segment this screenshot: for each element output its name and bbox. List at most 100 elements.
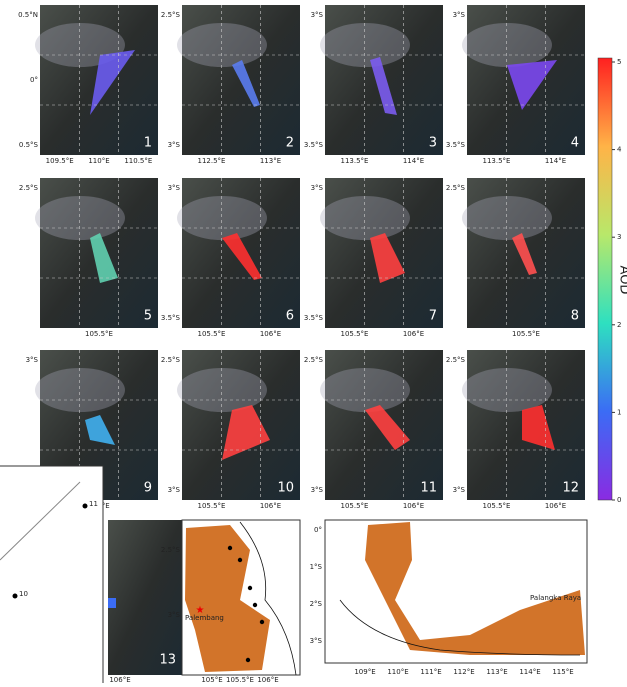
y-tick-label: 2.5°S: [304, 356, 324, 364]
panel-number: 1: [144, 136, 152, 151]
city-label: Palembang: [185, 614, 224, 622]
point-label: 11: [89, 500, 98, 508]
y-tick-label: 3°S: [311, 11, 324, 19]
x-tick-label: 110°E: [387, 668, 408, 676]
colorbar-tick-label: 1: [617, 408, 621, 416]
page: 1 109.5°E 110°E 110.5°E 0.5°N 0° 0.5°S 2 112.5°E…: [0, 0, 627, 683]
y-tick-label: 2.5°S: [446, 356, 466, 364]
smoke: [320, 368, 410, 412]
colorbar-title: AOD: [617, 266, 627, 295]
y-tick-label: 3°S: [168, 184, 181, 192]
panel-number: 6: [286, 309, 294, 324]
figure: 1 109.5°E 110°E 110.5°E 0.5°N 0° 0.5°S 2 112.5°E…: [0, 0, 627, 683]
x-tick-label: 112.5°E: [198, 157, 226, 165]
y-tick-label: 3.5°S: [304, 314, 324, 322]
y-tick-label: 3°S: [26, 356, 39, 364]
y-tick-label: 3°S: [453, 486, 466, 494]
x-tick-label: 105.5°E: [198, 330, 226, 338]
y-tick-label: 3.5°S: [161, 314, 181, 322]
panel-number: 4: [571, 136, 579, 151]
y-tick-label: 3.5°S: [446, 141, 466, 149]
y-tick-label: 2.5°S: [19, 184, 39, 192]
x-tick-label: 113°E: [260, 157, 281, 165]
x-tick-label: 114°E: [545, 157, 566, 165]
y-tick-label: 3°S: [310, 637, 323, 645]
x-tick-label: 110.5°E: [124, 157, 152, 165]
x-tick-label: 114°E: [519, 668, 540, 676]
y-tick-label: 2.5°S: [446, 184, 466, 192]
panel-number: 7: [429, 309, 437, 324]
x-tick-label: 105.5°E: [341, 502, 369, 510]
colorbar-tick-label: 2: [617, 321, 621, 329]
smoke: [320, 196, 410, 240]
scatter-point: [13, 594, 18, 599]
panel-number: 9: [144, 481, 152, 496]
y-tick-label: 0.5°N: [18, 11, 38, 19]
y-tick-label: 3°S: [453, 11, 466, 19]
smoke: [177, 368, 267, 412]
x-tick-label: 106°E: [403, 502, 424, 510]
aod-plume: [108, 598, 116, 608]
y-tick-label: 0°: [314, 526, 322, 534]
x-tick-label: 111°E: [420, 668, 441, 676]
smoke: [177, 23, 267, 67]
scatter-panel: [0, 466, 103, 683]
panel-number: 3: [429, 136, 437, 151]
x-tick-label: 105.5°E: [341, 330, 369, 338]
x-tick-label: 105.5°E: [512, 330, 540, 338]
y-tick-label: 0.5°S: [19, 141, 39, 149]
panel-number: 13: [159, 653, 176, 668]
fire-site: [248, 586, 252, 590]
y-tick-label: 2.5°S: [161, 546, 181, 554]
y-tick-label: 1°S: [310, 563, 323, 571]
x-tick-label: 113.5°E: [483, 157, 511, 165]
colorbar-tick-label: 0: [617, 496, 621, 504]
panel-number: 12: [562, 481, 579, 496]
x-tick-label: 106°E: [545, 502, 566, 510]
smoke: [35, 368, 125, 412]
x-tick-label: 106°E: [260, 330, 281, 338]
x-tick-label: 109°E: [354, 668, 375, 676]
x-tick-label: 106°E: [257, 676, 278, 683]
x-tick-label: 110°E: [88, 157, 109, 165]
x-tick-label: 105.5°E: [85, 330, 113, 338]
x-tick-label: 105°E: [201, 676, 222, 683]
colorbar-tick-label: 4: [617, 146, 622, 154]
fire-site: [228, 546, 232, 550]
panel-number: 5: [144, 309, 152, 324]
smoke: [320, 23, 410, 67]
smoke: [462, 196, 552, 240]
y-tick-label: 3°S: [168, 141, 181, 149]
x-tick-label: 105.5°E: [226, 676, 254, 683]
fire-site: [246, 658, 250, 662]
x-tick-label: 113.5°E: [341, 157, 369, 165]
fire-site: [260, 620, 264, 624]
x-tick-label: 106°E: [403, 330, 424, 338]
colorbar: [598, 58, 612, 500]
y-tick-label: 0°: [30, 76, 38, 84]
panel-number: 11: [420, 481, 437, 496]
panel-number: 8: [571, 309, 579, 324]
colorbar-tick-label: 5: [617, 58, 621, 66]
x-tick-label: 105.5°E: [483, 502, 511, 510]
smoke: [177, 196, 267, 240]
y-tick-label: 2°S: [310, 600, 323, 608]
smoke: [462, 23, 552, 67]
x-tick-label: 106°E: [260, 502, 281, 510]
panel-number: 10: [277, 481, 294, 496]
y-tick-label: 2.5°S: [161, 356, 181, 364]
x-tick-label: 105.5°E: [198, 502, 226, 510]
smoke: [462, 368, 552, 412]
x-tick-label: 115°E: [552, 668, 573, 676]
panel-number: 2: [286, 136, 294, 151]
y-tick-label: 3.5°S: [304, 141, 324, 149]
city-label: Palangka Raya: [530, 594, 581, 602]
fire-site: [238, 558, 242, 562]
smoke: [35, 196, 125, 240]
y-tick-label: 3°S: [168, 486, 181, 494]
fire-site: [253, 603, 257, 607]
x-tick-label: 112°E: [453, 668, 474, 676]
x-tick-label: 114°E: [403, 157, 424, 165]
point-label: 10: [19, 590, 28, 598]
x-tick-label: 109.5°E: [46, 157, 74, 165]
